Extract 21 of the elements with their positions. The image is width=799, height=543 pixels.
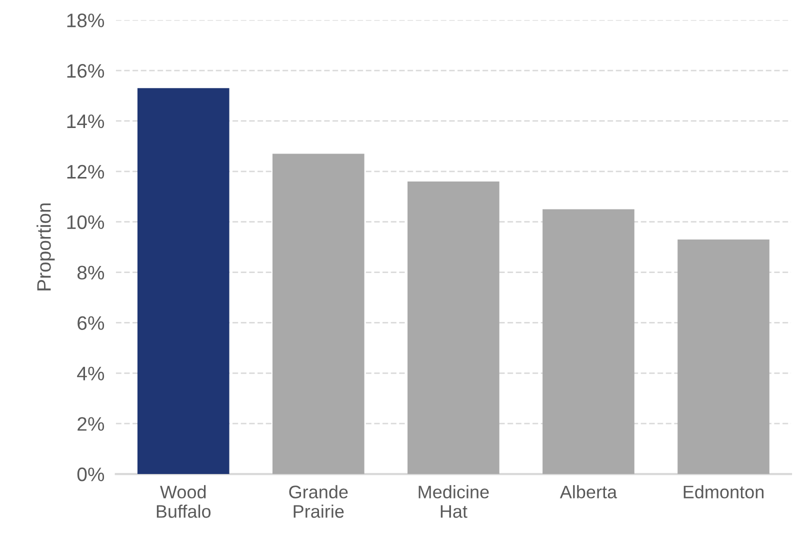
bar	[542, 209, 634, 474]
y-tick-label: 16%	[67, 64, 104, 78]
y-tick-label: 10%	[67, 215, 104, 230]
x-tick-label: Edmonton	[684, 485, 764, 498]
x-tick-label: Grande Prairie	[289, 485, 348, 518]
y-tick-label: 2%	[78, 417, 104, 431]
bar	[678, 240, 770, 474]
bar	[408, 181, 500, 474]
y-tick-label: 0%	[77, 468, 104, 482]
bar	[272, 154, 364, 474]
x-tick-label: Wood Buffalo	[156, 485, 211, 518]
y-tick-label: 4%	[77, 366, 104, 380]
y-tick-label: 8%	[77, 266, 104, 280]
y-tick-label: 12%	[67, 164, 104, 179]
bar	[137, 88, 230, 474]
y-tick-label: 18%	[67, 14, 104, 28]
x-tick-label: Medicine Hat	[418, 485, 489, 518]
y-tick-label: 6%	[78, 316, 104, 330]
y-tick-label: 14%	[67, 114, 104, 128]
x-tick-label: Alberta	[560, 485, 618, 498]
y-axis-title: Proportion	[36, 203, 55, 290]
